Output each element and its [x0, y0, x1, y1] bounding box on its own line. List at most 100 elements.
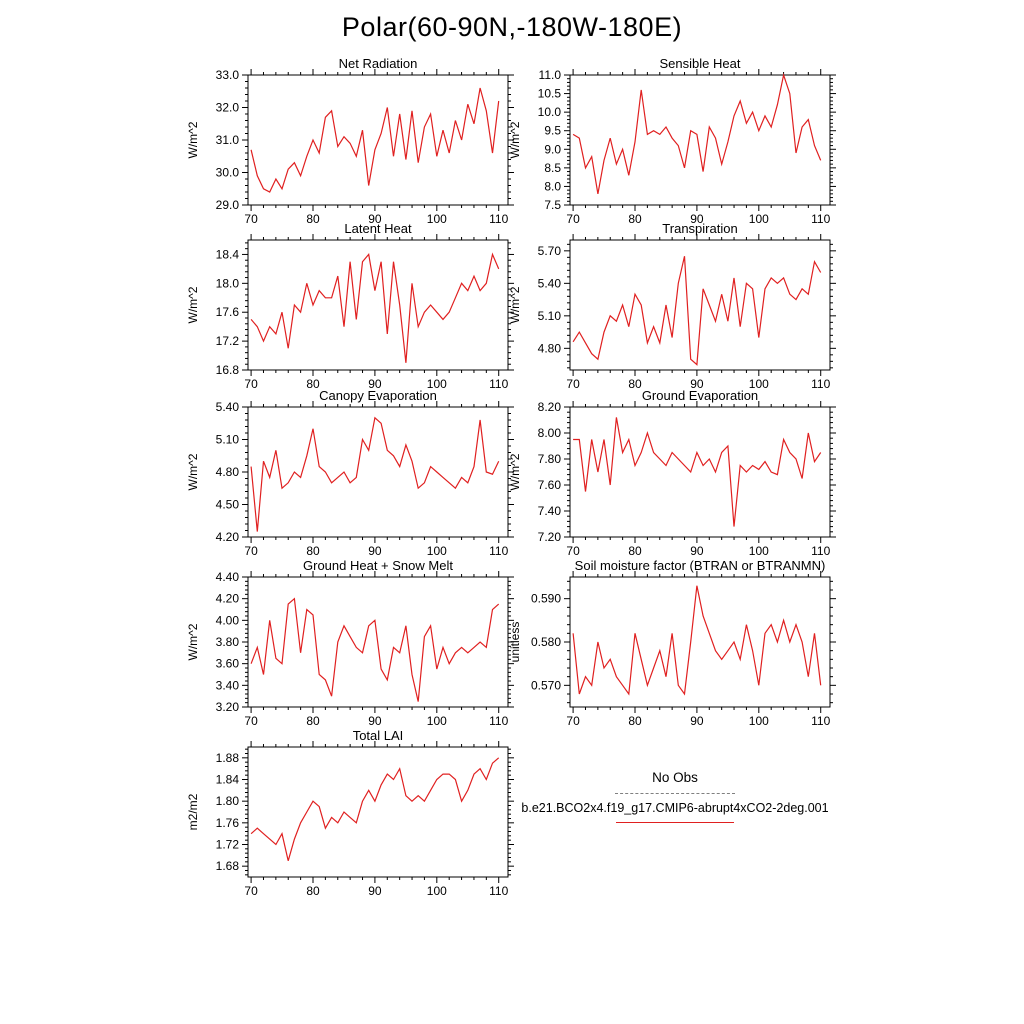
- svg-text:Transpiration: Transpiration: [662, 221, 737, 236]
- svg-text:80: 80: [628, 377, 642, 391]
- svg-text:70: 70: [566, 714, 580, 728]
- svg-text:100: 100: [427, 212, 447, 226]
- svg-text:70: 70: [566, 377, 580, 391]
- svg-text:70: 70: [244, 212, 258, 226]
- series-line: [572, 72, 822, 195]
- svg-text:100: 100: [427, 714, 447, 728]
- svg-text:30.0: 30.0: [216, 166, 240, 180]
- legend-model-label: b.e21.BCO2x4.f19_g17.CMIP6-abrupt4xCO2-2…: [521, 801, 829, 815]
- svg-text:W/m^2: W/m^2: [186, 623, 200, 660]
- svg-text:80: 80: [628, 544, 642, 558]
- panel-soil-moisture-factor: Soil moisture factor (BTRAN or BTRANMN) u…: [506, 555, 844, 729]
- svg-text:W/m^2: W/m^2: [186, 121, 200, 158]
- panel-ground-heat-snow-melt: Ground Heat + Snow Melt W/m^2 70 80 90 100 110…: [184, 555, 522, 729]
- svg-text:18.0: 18.0: [216, 276, 240, 290]
- svg-text:100: 100: [749, 714, 769, 728]
- svg-text:8.5: 8.5: [544, 161, 561, 175]
- svg-text:7.60: 7.60: [538, 478, 562, 492]
- svg-text:70: 70: [244, 544, 258, 558]
- svg-text:4.40: 4.40: [216, 570, 240, 584]
- svg-text:0.580: 0.580: [531, 635, 561, 649]
- svg-text:4.80: 4.80: [216, 465, 240, 479]
- svg-text:16.8: 16.8: [216, 363, 240, 377]
- svg-text:110: 110: [489, 714, 508, 728]
- series-line: [573, 417, 822, 527]
- svg-text:1.80: 1.80: [216, 794, 240, 808]
- svg-text:90: 90: [368, 377, 382, 391]
- svg-text:33.0: 33.0: [216, 68, 240, 82]
- svg-text:5.40: 5.40: [216, 400, 240, 414]
- series-line: [250, 416, 500, 532]
- svg-text:100: 100: [749, 544, 769, 558]
- svg-text:17.2: 17.2: [216, 334, 240, 348]
- svg-text:W/m^2: W/m^2: [186, 453, 200, 490]
- svg-text:W/m^2: W/m^2: [508, 121, 522, 158]
- svg-text:4.20: 4.20: [216, 530, 240, 544]
- svg-text:1.84: 1.84: [216, 773, 240, 787]
- series-line: [250, 252, 500, 363]
- svg-text:1.76: 1.76: [216, 816, 240, 830]
- svg-text:Ground Heat + Snow Melt: Ground Heat + Snow Melt: [303, 558, 453, 573]
- series-line: [250, 757, 500, 861]
- svg-text:70: 70: [244, 884, 258, 898]
- svg-text:1.68: 1.68: [216, 859, 240, 873]
- svg-text:1.88: 1.88: [216, 751, 240, 765]
- legend: No Obs b.e21.BCO2x4.f19_g17.CMIP6-abrupt…: [506, 770, 844, 823]
- svg-text:0.570: 0.570: [531, 678, 561, 692]
- svg-text:17.6: 17.6: [216, 305, 240, 319]
- series-line: [250, 87, 500, 193]
- svg-text:Total LAI: Total LAI: [353, 728, 404, 743]
- svg-text:Canopy Evaporation: Canopy Evaporation: [319, 388, 437, 403]
- svg-text:9.5: 9.5: [544, 124, 561, 138]
- svg-text:unitless: unitless: [508, 622, 522, 663]
- svg-text:90: 90: [368, 212, 382, 226]
- panel-latent-heat: Latent Heat W/m^2 70 80 90 100 110 16.8 17.2 17.6…: [184, 218, 522, 392]
- svg-text:100: 100: [427, 377, 447, 391]
- svg-text:90: 90: [690, 714, 704, 728]
- svg-text:3.60: 3.60: [216, 657, 240, 671]
- legend-no-obs-label: No Obs: [652, 770, 698, 785]
- svg-text:110: 110: [811, 377, 830, 391]
- svg-text:32.0: 32.0: [216, 101, 240, 115]
- figure-title: Polar(60-90N,-180W-180E): [341, 12, 683, 42]
- svg-text:110: 110: [811, 544, 830, 558]
- svg-text:29.0: 29.0: [216, 198, 240, 212]
- svg-text:90: 90: [368, 884, 382, 898]
- svg-text:8.20: 8.20: [538, 400, 562, 414]
- svg-text:8.00: 8.00: [538, 426, 562, 440]
- svg-text:7.80: 7.80: [538, 452, 562, 466]
- svg-text:4.50: 4.50: [216, 498, 240, 512]
- svg-text:90: 90: [690, 377, 704, 391]
- svg-text:W/m^2: W/m^2: [186, 286, 200, 323]
- panel-ground-evaporation: Ground Evaporation W/m^2 70 80 90 100 110 7.20 7…: [506, 385, 844, 559]
- svg-text:3.20: 3.20: [216, 700, 240, 714]
- svg-text:80: 80: [306, 212, 320, 226]
- svg-text:4.00: 4.00: [216, 613, 240, 627]
- svg-text:7.5: 7.5: [544, 198, 561, 212]
- svg-text:1.72: 1.72: [216, 838, 240, 852]
- svg-text:110: 110: [489, 884, 508, 898]
- series-line: [250, 597, 500, 702]
- svg-text:4.80: 4.80: [538, 341, 562, 355]
- legend-model-red-line: [616, 822, 734, 823]
- panel-sensible-heat: Sensible Heat W/m^2 70 80 90 100 110 7.5 8.0 8.5 9…: [506, 53, 844, 227]
- svg-text:80: 80: [628, 212, 642, 226]
- legend-no-obs-dashed-line: [615, 793, 735, 794]
- svg-text:80: 80: [306, 544, 320, 558]
- series-line: [572, 256, 822, 366]
- svg-text:70: 70: [244, 714, 258, 728]
- svg-text:100: 100: [427, 884, 447, 898]
- svg-text:Latent Heat: Latent Heat: [344, 221, 412, 236]
- svg-text:10.0: 10.0: [538, 105, 562, 119]
- svg-text:80: 80: [306, 377, 320, 391]
- panel-total-lai: Total LAI m2/m2 70 80 90 100 110 1.68 1.72 1.76 1.…: [184, 725, 522, 899]
- svg-text:90: 90: [690, 544, 704, 558]
- svg-text:10.5: 10.5: [538, 87, 562, 101]
- svg-text:18.4: 18.4: [216, 247, 240, 261]
- svg-text:5.10: 5.10: [538, 309, 562, 323]
- svg-text:W/m^2: W/m^2: [508, 453, 522, 490]
- svg-text:5.40: 5.40: [538, 276, 562, 290]
- svg-text:100: 100: [427, 544, 447, 558]
- svg-text:3.80: 3.80: [216, 635, 240, 649]
- svg-text:7.20: 7.20: [538, 530, 562, 544]
